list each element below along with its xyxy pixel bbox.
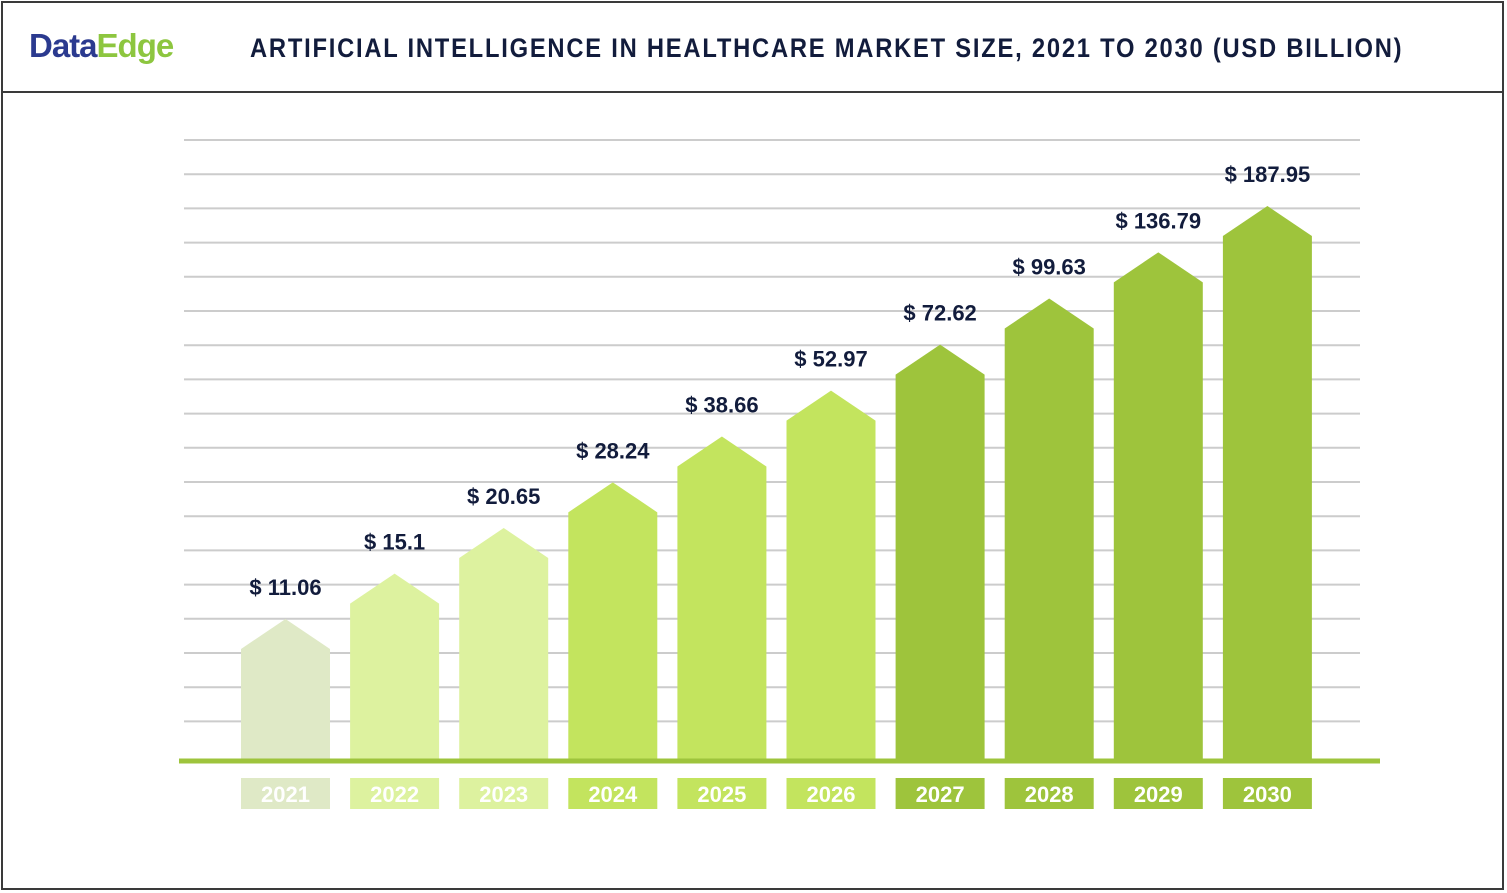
bar <box>1004 298 1094 760</box>
bar-value-label: $ 187.95 <box>1225 162 1311 187</box>
bar <box>1222 206 1312 760</box>
category-label: 2023 <box>479 782 528 807</box>
category-tab <box>350 778 440 809</box>
category-label: 2027 <box>916 782 965 807</box>
bar <box>677 436 767 760</box>
bar-value-label: $ 28.24 <box>576 438 650 463</box>
category-tab <box>568 778 658 809</box>
chart-title: ARTIFICIAL INTELLIGENCE IN HEALTHCARE MA… <box>250 33 1404 63</box>
bar <box>895 344 985 760</box>
bar-value-label: $ 38.66 <box>685 393 758 418</box>
dataedge-logo: DataEdge <box>29 27 175 65</box>
bar-value-label: $ 15.1 <box>364 530 425 555</box>
bar-value-label: $ 20.65 <box>467 484 540 509</box>
category-tab <box>677 778 767 809</box>
category-label: 2024 <box>588 782 638 807</box>
bar <box>241 619 330 760</box>
category-label: 2022 <box>370 782 419 807</box>
category-tab <box>895 778 985 809</box>
bar-value-label: $ 99.63 <box>1012 255 1085 280</box>
category-label: 2025 <box>697 782 746 807</box>
bar <box>1113 252 1203 761</box>
bar-value-label: $ 52.97 <box>794 347 867 372</box>
logo-text-edge: Edge <box>96 27 175 64</box>
bar-value-label: $ 72.62 <box>903 301 976 326</box>
category-tab <box>459 778 549 809</box>
bar-value-label: $ 11.06 <box>249 575 321 600</box>
category-label: 2029 <box>1134 782 1183 807</box>
category-tab <box>786 778 876 809</box>
category-label: 2026 <box>807 782 856 807</box>
bar <box>568 482 658 760</box>
category-tab <box>1004 778 1094 809</box>
bar-value-label: $ 136.79 <box>1115 208 1201 233</box>
category-label: 2028 <box>1025 782 1074 807</box>
bar <box>459 527 549 760</box>
logo-text-data: Data <box>29 27 98 64</box>
header: DataEdge ARTIFICIAL INTELLIGENCE IN HEAL… <box>3 3 1502 93</box>
category-label: 2021 <box>261 782 310 807</box>
bar <box>786 390 876 760</box>
bar <box>350 573 440 760</box>
category-tab <box>1113 778 1203 809</box>
category-label: 2030 <box>1243 782 1292 807</box>
category-tab <box>1222 778 1312 809</box>
category-tab <box>241 778 330 809</box>
